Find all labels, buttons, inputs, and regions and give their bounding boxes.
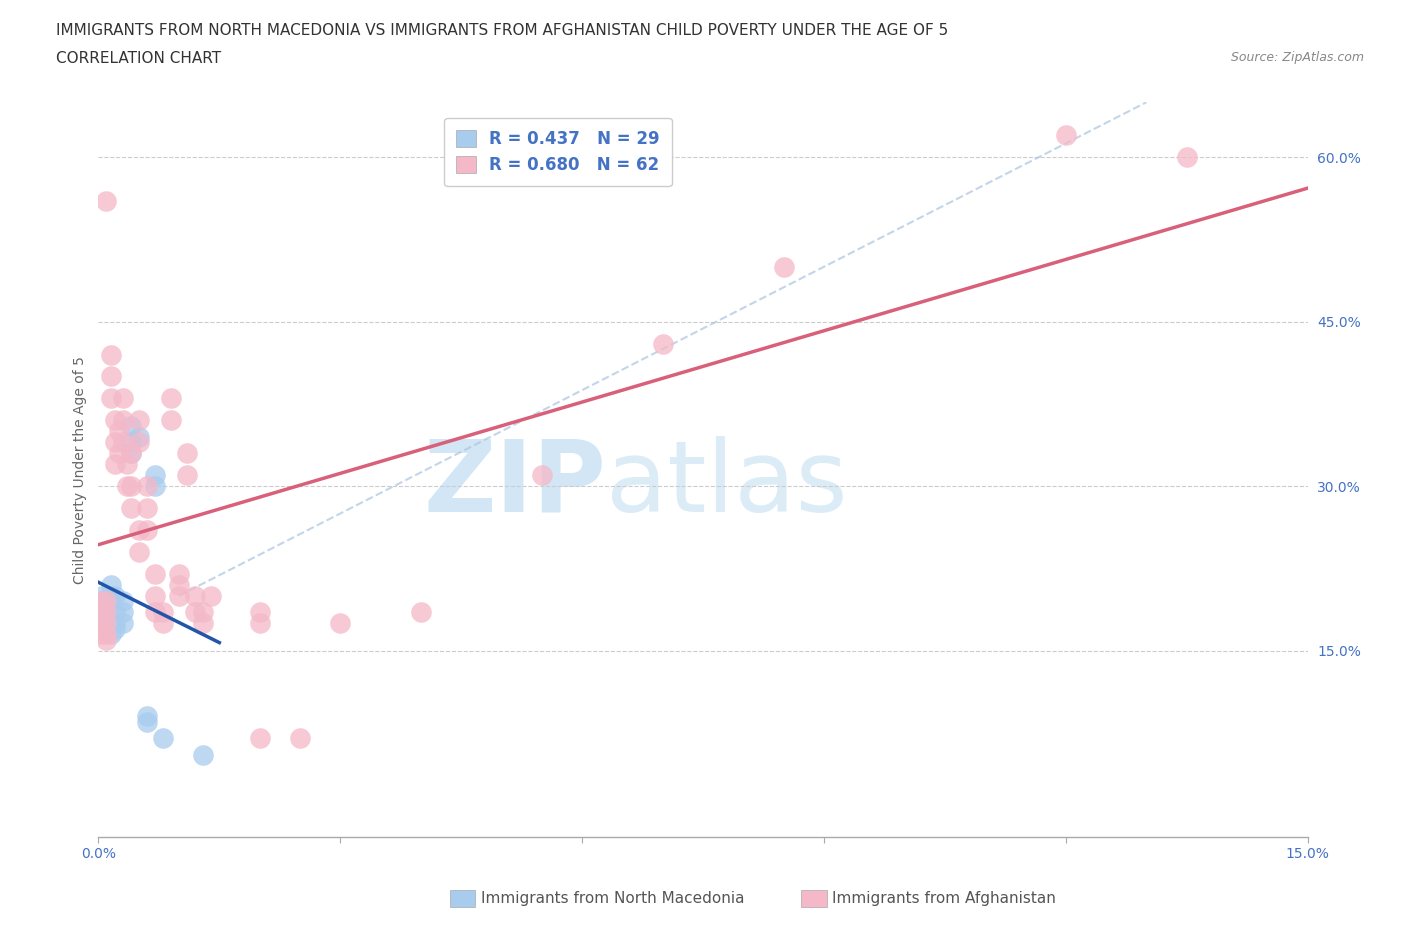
Text: Immigrants from North Macedonia: Immigrants from North Macedonia xyxy=(481,891,744,906)
Point xyxy=(107,424,129,439)
Point xyxy=(103,457,125,472)
Point xyxy=(120,479,142,494)
Point xyxy=(143,479,166,494)
Point xyxy=(96,616,118,631)
Point xyxy=(96,599,118,614)
Point xyxy=(143,589,166,604)
Text: Immigrants from Afghanistan: Immigrants from Afghanistan xyxy=(832,891,1056,906)
Point xyxy=(103,435,125,450)
Point xyxy=(160,391,183,405)
Point xyxy=(91,604,114,619)
Point xyxy=(120,500,142,515)
Point xyxy=(120,445,142,460)
Point xyxy=(249,616,271,631)
Point xyxy=(128,435,150,450)
Point xyxy=(103,413,125,428)
Point xyxy=(651,336,673,351)
Point xyxy=(329,616,352,631)
Point xyxy=(91,593,114,608)
Point xyxy=(96,632,118,647)
Point xyxy=(1054,127,1077,142)
Point xyxy=(128,430,150,445)
Point xyxy=(176,445,198,460)
Text: CORRELATION CHART: CORRELATION CHART xyxy=(56,51,221,66)
Point xyxy=(115,479,138,494)
Point xyxy=(193,748,215,763)
Point xyxy=(103,621,125,636)
Point xyxy=(128,413,150,428)
Point xyxy=(96,616,118,631)
Point xyxy=(103,589,125,604)
Point xyxy=(135,714,157,729)
Point xyxy=(167,589,190,604)
Point xyxy=(409,604,432,619)
Y-axis label: Child Poverty Under the Age of 5: Child Poverty Under the Age of 5 xyxy=(73,355,87,584)
Point xyxy=(100,578,122,592)
Point xyxy=(530,468,553,483)
Point xyxy=(167,578,190,592)
Point xyxy=(167,566,190,581)
Point xyxy=(152,604,174,619)
Point xyxy=(152,731,174,746)
Point xyxy=(91,593,114,608)
Point xyxy=(111,604,134,619)
Point xyxy=(103,604,125,619)
Point xyxy=(135,479,157,494)
Point xyxy=(128,523,150,538)
Point xyxy=(249,731,271,746)
Point xyxy=(193,604,215,619)
Point xyxy=(115,457,138,472)
Point xyxy=(288,731,311,746)
Point xyxy=(91,616,114,631)
Point xyxy=(135,500,157,515)
Point xyxy=(96,593,118,608)
Point xyxy=(100,347,122,362)
Point xyxy=(100,627,122,642)
Point xyxy=(96,604,118,619)
Point xyxy=(96,604,118,619)
Point xyxy=(111,435,134,450)
Point xyxy=(96,593,118,608)
Point xyxy=(100,391,122,405)
Point xyxy=(249,604,271,619)
Point xyxy=(152,616,174,631)
Point xyxy=(91,627,114,642)
Point xyxy=(91,604,114,619)
Point xyxy=(143,566,166,581)
Point xyxy=(143,468,166,483)
Point xyxy=(111,413,134,428)
Point xyxy=(193,616,215,631)
Point xyxy=(135,523,157,538)
Point xyxy=(200,589,222,604)
Text: ZIP: ZIP xyxy=(423,436,606,533)
Point xyxy=(128,544,150,559)
Point xyxy=(96,193,118,208)
Point xyxy=(772,259,794,274)
Point xyxy=(100,593,122,608)
Point xyxy=(1175,150,1198,165)
Point xyxy=(100,616,122,631)
Point xyxy=(96,627,118,642)
Point xyxy=(184,604,207,619)
Text: atlas: atlas xyxy=(606,436,848,533)
Point xyxy=(184,589,207,604)
Point xyxy=(107,445,129,460)
Point xyxy=(100,369,122,384)
Point xyxy=(120,445,142,460)
Point xyxy=(111,391,134,405)
Point xyxy=(91,610,114,625)
Point xyxy=(120,418,142,433)
Point xyxy=(176,468,198,483)
Point xyxy=(120,435,142,450)
Point xyxy=(143,604,166,619)
Point xyxy=(160,413,183,428)
Text: IMMIGRANTS FROM NORTH MACEDONIA VS IMMIGRANTS FROM AFGHANISTAN CHILD POVERTY UND: IMMIGRANTS FROM NORTH MACEDONIA VS IMMIG… xyxy=(56,23,949,38)
Text: Source: ZipAtlas.com: Source: ZipAtlas.com xyxy=(1230,51,1364,64)
Point xyxy=(111,616,134,631)
Point xyxy=(91,589,114,604)
Point xyxy=(111,593,134,608)
Point xyxy=(135,709,157,724)
Legend: R = 0.437   N = 29, R = 0.680   N = 62: R = 0.437 N = 29, R = 0.680 N = 62 xyxy=(444,118,672,186)
Point xyxy=(103,616,125,631)
